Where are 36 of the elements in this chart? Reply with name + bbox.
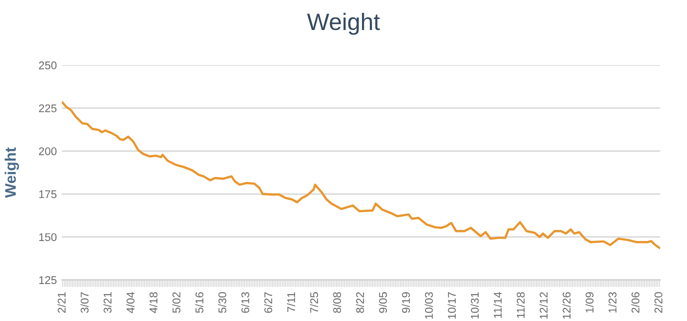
x-tick-label: 1/23 <box>608 292 616 312</box>
x-tick-label: 12/12 <box>539 292 548 319</box>
x-tick-label: 2/21 <box>57 292 66 313</box>
y-tick-label: 250 <box>38 61 57 70</box>
x-tick-label: 8/08 <box>332 292 342 313</box>
line-series <box>62 102 660 249</box>
x-tick-label: 12/26 <box>562 292 571 319</box>
x-tick-label: 2/06 <box>631 292 640 313</box>
x-tick-label: 9/05 <box>378 292 387 313</box>
x-tick-label: 7/11 <box>286 292 296 312</box>
x-tick-label: 7/25 <box>310 292 318 313</box>
x-tick-label: 1/09 <box>585 292 594 312</box>
x-tick-label: 10/03 <box>424 292 433 319</box>
x-tick-label: 11/28 <box>516 292 525 318</box>
x-tick-label: 4/04 <box>126 292 134 314</box>
x-tick-label: 11/14 <box>494 292 502 318</box>
x-tick-label: 8/22 <box>356 292 364 313</box>
y-tick-label: 175 <box>39 190 57 198</box>
y-tick-label: 150 <box>39 233 57 242</box>
x-tick-label: 10/31 <box>470 292 479 319</box>
x-tick-label: 4/18 <box>149 292 158 314</box>
x-tick-label: 5/30 <box>218 292 226 313</box>
y-tick-label: 200 <box>38 147 57 156</box>
x-tick-label: 6/27 <box>264 292 272 313</box>
x-tick-label: 5/16 <box>195 292 204 313</box>
x-tick-label: 3/21 <box>103 292 112 313</box>
x-tick-label: 10/17 <box>448 292 456 319</box>
y-tick-label: 125 <box>39 276 57 284</box>
x-tick-label: 5/02 <box>172 292 180 313</box>
x-tick-label: 3/07 <box>80 292 89 313</box>
x-tick-label: 9/19 <box>402 292 410 313</box>
y-axis-title: Weight <box>4 147 19 198</box>
chart-title: Weight <box>307 12 380 35</box>
y-tick-label: 225 <box>38 104 57 112</box>
x-tick-label: 6/13 <box>241 292 250 313</box>
x-tick-label: 2/20 <box>654 292 662 313</box>
